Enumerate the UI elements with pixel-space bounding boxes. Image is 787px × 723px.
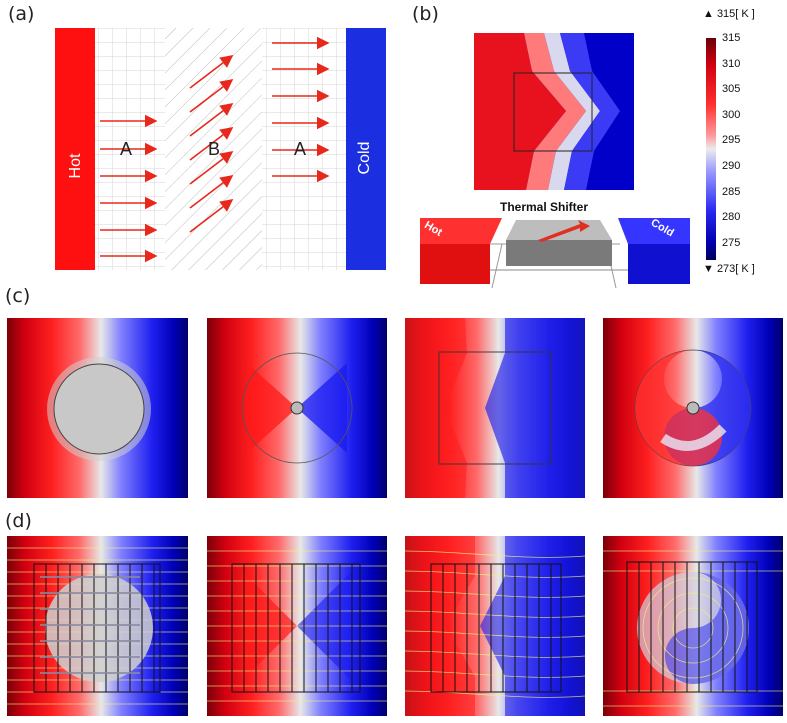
panel-d2-flux [207,536,387,716]
colorbar-tick-label: 295 [722,134,741,147]
panel-label-b: (b) [412,3,439,25]
colorbar-tick-label: 290 [722,160,741,172]
colorbar-tick-label: 315 [722,32,741,44]
colorbar-tick-label: 310 [722,57,741,70]
colorbar-tick-label: 275 [722,236,741,249]
region-label-b: B [208,139,221,159]
colorbar-gradient [706,38,716,260]
region-label-a-right: A [294,139,307,159]
panel-c3-field [405,318,585,498]
hot-block [420,218,502,244]
panel-c1-field [7,318,188,498]
panel-d4-flux [603,536,783,716]
thermal-shifter-device [420,218,690,288]
hot-reservoir [55,28,95,270]
cold-block [618,218,690,244]
panel-d3-flux [405,536,585,716]
cold-reservoir [346,28,386,270]
heat-flux-arrows [100,36,330,263]
shifter-block [506,220,612,240]
panel-label-d: (d) [5,510,32,532]
colorbar-max-marker: ▲ 315[ K ] [703,8,755,20]
colorbar-tick-label: 280 [722,211,741,224]
panel-label-c: (c) [5,285,31,307]
colorbar-tick-label: 305 [722,83,741,96]
panel-c2-field [207,318,387,498]
panel-label-a: (a) [8,3,35,25]
colorbar-tick-label: 285 [722,185,741,198]
region-b [165,28,262,270]
colorbar-min-marker: ▼ 273[ K ] [703,263,755,275]
panel-c4-field [603,318,783,498]
panel-b-temperature-map [474,33,634,190]
hot-label: Hot [67,153,84,179]
panel-a-schematic [55,28,386,270]
panel-d1-flux [7,536,188,716]
colorbar-ticks: 315 310 305 300 295 290 285 280 275 [719,32,759,262]
region-label-a-left: A [120,139,133,159]
device-title: Thermal Shifter [500,200,589,214]
colorbar-tick-label: 300 [722,108,741,121]
cold-label: Cold [356,141,373,175]
